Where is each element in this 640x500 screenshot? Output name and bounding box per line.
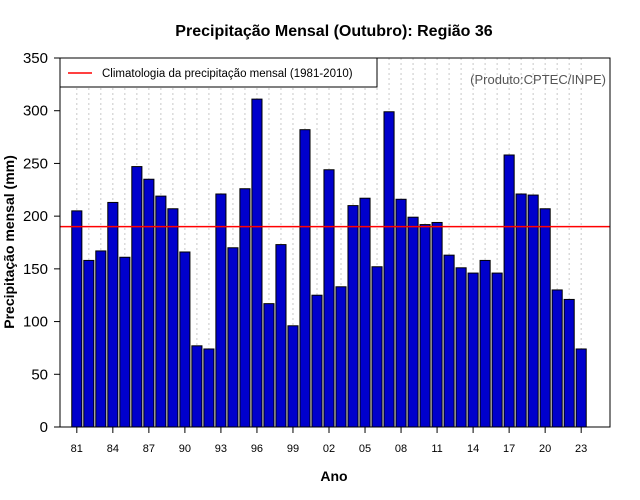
bar-2012 [443, 254, 455, 428]
bar-2004 [347, 205, 359, 428]
y-axis: 0 50 100 150 200 250 300 350 [23, 50, 60, 436]
bar-2001 [311, 294, 323, 428]
bar-1999 [287, 325, 299, 428]
bar-2018 [515, 193, 527, 428]
bar-1981 [71, 210, 83, 428]
y-axis-label: Precipitação mensal (mm) [1, 155, 17, 329]
bar-2011 [431, 221, 443, 428]
bar-1995 [239, 188, 251, 428]
bar-1987 [143, 178, 155, 428]
x-tick-label: 81 [71, 443, 83, 455]
bar-2005 [359, 197, 371, 428]
y-tick-label: 150 [23, 261, 48, 278]
x-tick-label: 20 [539, 443, 551, 455]
bar-2022 [563, 298, 575, 428]
legend-box [59, 57, 378, 88]
bar-2003 [335, 286, 347, 428]
bar-1992 [203, 348, 215, 428]
bar-2008 [395, 198, 407, 428]
x-tick-label: 05 [359, 443, 371, 455]
source-credit: (Produto:CPTEC/INPE) [470, 72, 606, 87]
legend: Climatologia da precipitação mensal (198… [59, 57, 378, 88]
y-tick-label: 100 [23, 314, 48, 331]
bar-2006 [371, 266, 383, 428]
bar-1984 [107, 201, 119, 428]
bar-2023 [575, 348, 587, 428]
bar-1994 [227, 247, 239, 428]
bar-1998 [275, 244, 287, 428]
plot-frame [59, 57, 611, 428]
y-tick-label: 200 [23, 208, 48, 225]
legend-label: Climatologia da precipitação mensal (198… [102, 68, 353, 80]
y-tick-label: 0 [40, 419, 48, 436]
x-tick-label: 23 [575, 443, 587, 455]
bar-1983 [95, 250, 107, 428]
bar-1988 [155, 195, 167, 428]
bar-2000 [299, 129, 311, 428]
x-tick-label: 11 [431, 443, 442, 455]
bar-1982 [83, 259, 95, 428]
bar-2017 [503, 154, 515, 428]
bar-1997 [263, 303, 275, 428]
x-tick-label: 14 [467, 443, 479, 455]
bar-2021 [551, 289, 563, 428]
bar-2016 [491, 272, 503, 428]
bar-1991 [191, 345, 203, 428]
bar-1996 [251, 98, 263, 428]
bar-2015 [479, 259, 491, 428]
x-tick-label: 02 [323, 443, 335, 455]
bar-1985 [119, 256, 131, 428]
bar-1986 [131, 166, 143, 428]
bar-2020 [539, 208, 551, 428]
bar-2014 [467, 272, 479, 428]
x-tick-label: 99 [287, 443, 299, 455]
x-axis: 81 84 87 90 93 96 99 02 05 08 11 14 17 20 23 [71, 427, 587, 455]
chart-title: Precipitação Mensal (Outubro): Região 36 [175, 23, 493, 40]
x-tick-label: 08 [395, 443, 407, 455]
bar-1989 [167, 208, 179, 428]
bar-2002 [323, 169, 335, 428]
bar-1990 [179, 251, 191, 428]
x-tick-label: 84 [107, 443, 119, 455]
bar-1993 [215, 193, 227, 428]
x-tick-label: 90 [179, 443, 191, 455]
bar-2009 [407, 216, 419, 428]
x-axis-label: Ano [320, 468, 347, 484]
x-tick-label: 93 [215, 443, 227, 455]
x-tick-label: 96 [251, 443, 263, 455]
y-tick-label: 250 [23, 155, 48, 172]
bar-2013 [455, 267, 467, 428]
bars [71, 98, 587, 428]
bar-2019 [527, 194, 539, 428]
bar-2010 [419, 224, 431, 428]
y-tick-label: 50 [31, 366, 48, 383]
y-tick-label: 350 [23, 50, 48, 67]
y-tick-label: 300 [23, 103, 48, 120]
x-tick-label: 87 [143, 443, 155, 455]
bar-2007 [383, 111, 395, 428]
x-tick-label: 17 [503, 443, 515, 455]
